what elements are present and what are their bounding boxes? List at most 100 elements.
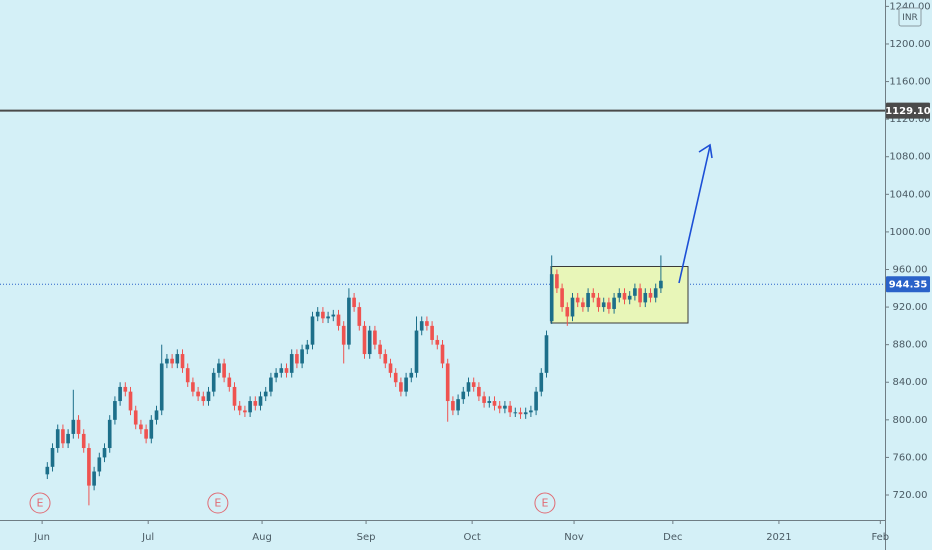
- candle-body: [149, 419, 154, 439]
- candle-body: [544, 335, 549, 373]
- candle-body: [503, 405, 507, 409]
- candle-body: [534, 391, 538, 411]
- candle-body: [570, 297, 575, 317]
- candle-body: [133, 410, 138, 425]
- candle-body: [373, 330, 377, 345]
- candle-body: [414, 330, 419, 373]
- event-label: E: [37, 497, 44, 510]
- candle-body: [284, 368, 289, 373]
- candle-body: [378, 344, 382, 355]
- candle-body: [617, 292, 622, 298]
- event-label: E: [541, 497, 548, 510]
- candle-body: [61, 429, 65, 444]
- candle-body: [113, 401, 117, 420]
- candle-body: [440, 344, 445, 364]
- price-label-box: [886, 276, 930, 293]
- candle-body: [633, 288, 637, 296]
- currency-box: [898, 7, 922, 27]
- candle-body: [237, 405, 242, 411]
- candle-body: [456, 399, 460, 411]
- candle-body: [206, 391, 211, 402]
- candle-body: [466, 382, 471, 392]
- candle-body: [601, 302, 606, 308]
- candle-body: [211, 372, 216, 392]
- candle-body: [321, 311, 325, 319]
- candle-body: [274, 372, 278, 378]
- candle-body: [565, 307, 570, 317]
- candle-body: [170, 358, 174, 364]
- candle-body: [497, 405, 502, 409]
- candle-body: [430, 325, 434, 340]
- candle-body: [435, 339, 440, 345]
- candle-body: [159, 363, 164, 411]
- candle-body: [222, 363, 226, 378]
- candle-body: [305, 344, 310, 350]
- candle-body: [243, 410, 247, 413]
- candle-body: [612, 297, 616, 309]
- candle-body: [217, 363, 221, 373]
- candle-body: [607, 302, 611, 309]
- y-tick-label: 1080.00: [889, 152, 930, 163]
- candle-body: [477, 386, 481, 397]
- candle-body: [331, 314, 336, 317]
- candle-body: [196, 391, 200, 397]
- candle-body: [253, 401, 258, 406]
- x-tick-label: Jul: [141, 532, 154, 543]
- candle-body: [76, 419, 81, 434]
- candle-body: [165, 358, 169, 364]
- candle-body: [341, 325, 346, 345]
- y-tick-label: 1160.00: [889, 77, 930, 88]
- x-tick-label: 2021: [766, 532, 791, 543]
- candle-body: [461, 391, 466, 400]
- price-label-box: [886, 102, 930, 119]
- candle-body: [227, 377, 232, 387]
- y-tick-label: 1240.00: [889, 1, 930, 12]
- y-tick-label: 960.00: [893, 264, 928, 275]
- arrow-head: [698, 143, 713, 159]
- candle-body: [201, 396, 206, 402]
- candle-body: [471, 382, 476, 387]
- candle-body: [107, 419, 112, 449]
- candle-body: [492, 401, 497, 406]
- candle-body: [336, 314, 341, 326]
- candle-body: [87, 448, 91, 486]
- x-tick-label: Sep: [357, 532, 376, 543]
- candle-body: [367, 330, 372, 355]
- x-tick-label: Nov: [564, 532, 584, 543]
- arrow-shaft: [678, 145, 711, 284]
- candle-body: [180, 354, 185, 369]
- candle-body: [102, 448, 107, 458]
- candle-body: [50, 448, 55, 467]
- target-arrow: [678, 143, 713, 284]
- price-label: 1129.10: [885, 106, 931, 117]
- candle-body: [248, 401, 252, 413]
- candle-body: [357, 307, 362, 326]
- y-tick-label: 920.00: [893, 302, 928, 313]
- candle-body: [66, 433, 70, 444]
- candle-body: [393, 372, 398, 383]
- candle-body: [154, 410, 159, 420]
- y-tick-label: 840.00: [893, 377, 928, 388]
- candle-body: [482, 396, 486, 403]
- candle-body: [92, 471, 96, 486]
- x-tick-label: Aug: [252, 532, 272, 543]
- event-marker: [207, 492, 229, 514]
- plot-area: [0, 109, 885, 285]
- candle-body: [352, 297, 356, 308]
- candle-body: [97, 457, 102, 472]
- event-label: E: [214, 497, 221, 510]
- candle-body: [310, 316, 315, 345]
- candle-body: [523, 412, 528, 415]
- y-tick-label: 760.00: [893, 452, 928, 463]
- candle-body: [118, 386, 122, 402]
- candle-body: [279, 368, 284, 373]
- y-tick-label: 800.00: [893, 415, 928, 426]
- candle-body: [638, 288, 642, 303]
- event-marker: [29, 492, 51, 514]
- candle-body: [258, 396, 263, 406]
- candle-body: [295, 354, 299, 364]
- y-tick-label: 1000.00: [889, 227, 930, 238]
- candle-body: [347, 297, 351, 345]
